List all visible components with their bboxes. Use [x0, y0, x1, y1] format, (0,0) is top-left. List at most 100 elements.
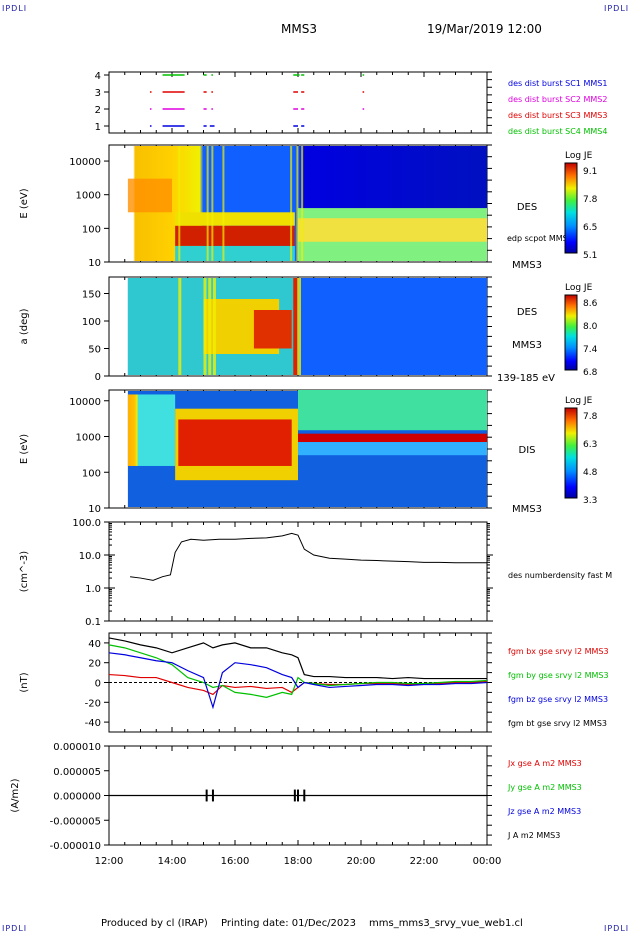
- des-pitch-ytick-label: 150: [82, 290, 101, 301]
- dis-energy-colorbar-title: Log JE: [565, 396, 593, 406]
- des-energy-hot-band: [175, 225, 295, 246]
- footer-script-name: mms_mms3_srvy_vue_web1.cl: [369, 918, 523, 929]
- current-ytick-label: 0.000005: [53, 767, 101, 778]
- dis-energy-spacecraft: MMS3: [512, 504, 542, 515]
- datetime-title: 19/Mar/2019 12:00: [427, 22, 542, 36]
- des-energy-ytick-label: 10: [88, 258, 101, 269]
- current-legend-entry: Jz gse A m2 MMS3: [507, 807, 581, 816]
- corner-mark-tr: IPDLI: [604, 4, 630, 13]
- des-pitch-spike: [212, 278, 216, 375]
- corner-mark-bl: IPDLI: [2, 924, 28, 933]
- dis-energy-beam: [298, 433, 487, 443]
- density-ylabel: (cm^-3): [19, 551, 30, 592]
- des-energy-spike: [178, 146, 181, 261]
- current-ytick-label: -0.000005: [50, 816, 101, 827]
- des-energy-instrument: DES: [517, 202, 537, 213]
- current-legend-entry: Jy gse A m2 MMS3: [507, 783, 582, 792]
- density-legend-entry: des numberdensity fast M: [508, 571, 612, 580]
- des-pitch-spike: [208, 278, 212, 375]
- des-energy-spike: [206, 146, 209, 261]
- des-energy-colorbar-tick: 9.1: [583, 167, 597, 177]
- dis-energy-ytick-label: 10: [88, 504, 101, 515]
- des-energy-spacecraft: MMS3: [512, 260, 542, 271]
- des-energy-yellow-band: [175, 212, 295, 226]
- des-pitch-colorbar-tick: 6.8: [583, 368, 598, 378]
- des-energy-annotation: edp scpot MMS3: [507, 234, 573, 243]
- des-pitch-colorbar-title: Log JE: [565, 283, 593, 293]
- dis-energy-post-high: [298, 390, 487, 431]
- des-energy-post-core: [298, 218, 487, 242]
- current-ytick-label: 0.000010: [53, 742, 101, 753]
- des-pitch-spike: [178, 278, 182, 375]
- dis-energy-ytick-label: 1000: [76, 433, 101, 444]
- density-ytick-label: 100.0: [72, 518, 101, 529]
- corner-mark-tl: IPDLI: [2, 4, 28, 13]
- bfield-legend-entry: fgm by gse srvy l2 MMS3: [508, 671, 609, 680]
- des-pitch-ytick-label: 50: [88, 345, 101, 356]
- bfield-ytick-label: -20: [85, 698, 101, 709]
- dis-energy-colorbar-tick: 6.3: [583, 440, 597, 450]
- time-axis-tick-label: 12:00: [95, 856, 124, 867]
- des-pitch-energy-range: 139-185 eV: [497, 373, 555, 384]
- current-legend-entry: Jx gse A m2 MMS3: [507, 759, 582, 768]
- timeline-ytick-label: 1: [95, 122, 101, 133]
- bfield-legend-entry: fgm bt gse srvy l2 MMS3: [508, 719, 607, 728]
- timeline-ytick-label: 2: [95, 105, 101, 116]
- des-energy-colorbar-tick: 5.1: [583, 251, 597, 261]
- density-ytick-label: 10.0: [79, 551, 101, 562]
- timeline-ytick-label: 3: [95, 88, 101, 99]
- des-energy-colorbar: [564, 162, 578, 254]
- bfield-ytick-label: 40: [88, 639, 101, 650]
- des-pitch-colorbar-tick: 7.4: [583, 345, 598, 355]
- density-series-line: [130, 532, 487, 581]
- footer-produced: Produced by cl (IRAP): [101, 918, 208, 929]
- dis-energy-early: [127, 394, 176, 466]
- bfield-ytick-label: 20: [88, 659, 101, 670]
- des-energy-colorbar-tick: 6.5: [583, 223, 597, 233]
- des-pitch-spike: [203, 278, 207, 375]
- bfield-legend-entry: fgm bx gse srvy l2 MMS3: [508, 647, 609, 656]
- des-pitch-ytick-label: 0: [95, 372, 101, 383]
- time-axis-tick-label: 18:00: [284, 856, 313, 867]
- des-energy-spike: [211, 146, 214, 261]
- dis-energy-sheath-core: [178, 419, 292, 466]
- current-legend-entry: J A m2 MMS3: [507, 831, 560, 840]
- des-energy-colorbar-title: Log JE: [565, 151, 593, 161]
- des-energy-spike: [290, 146, 293, 261]
- spacecraft-title: MMS3: [281, 22, 317, 36]
- footer-printing-date: Printing date: 01/Dec/2023: [221, 918, 357, 929]
- des-pitch-red: [253, 310, 292, 349]
- des-pitch-boundary: [293, 278, 298, 375]
- des-pitch-ylabel: a (deg): [19, 308, 30, 344]
- timeline-legend-entry: des dist burst SC2 MMS2: [508, 95, 607, 104]
- des-energy-spike: [296, 146, 299, 261]
- time-axis-tick-label: 20:00: [347, 856, 376, 867]
- bfield-series-line: [108, 644, 488, 698]
- des-energy-spike: [301, 146, 304, 261]
- dis-energy-colorbar-tick: 3.3: [583, 496, 597, 506]
- dis-energy-ytick-label: 100: [82, 468, 101, 479]
- dis-energy-colorbar-tick: 4.8: [583, 468, 598, 478]
- dis-energy-instrument: DIS: [519, 445, 536, 456]
- dis-energy-post-low: [298, 442, 487, 456]
- time-axis-tick-label: 22:00: [410, 856, 439, 867]
- bfield-ylabel: (nT): [19, 672, 30, 692]
- dis-energy-ytick-label: 10000: [69, 397, 101, 408]
- des-energy-ylabel: E (eV): [19, 188, 30, 218]
- density-panel-frame: [108, 521, 488, 622]
- timeline-ytick-label: 4: [95, 71, 101, 82]
- time-axis-tick-label: 14:00: [158, 856, 187, 867]
- des-energy-ytick-label: 100: [82, 224, 101, 235]
- bfield-series-line: [108, 652, 488, 710]
- des-pitch-colorbar-tick: 8.6: [583, 299, 598, 309]
- des-energy-low-band: [175, 245, 295, 261]
- des-pitch-spacecraft: MMS3: [512, 340, 542, 351]
- des-energy-early-core: [127, 178, 172, 213]
- timeline-legend-entry: des dist burst SC1 MMS1: [508, 79, 607, 88]
- des-pitch-spike: [298, 278, 301, 375]
- des-pitch-colorbar: [564, 294, 578, 371]
- bfield-series-line: [108, 637, 487, 680]
- density-ytick-label: 0.1: [85, 617, 101, 628]
- timeline-legend-entry: des dist burst SC4 MMS4: [508, 127, 607, 136]
